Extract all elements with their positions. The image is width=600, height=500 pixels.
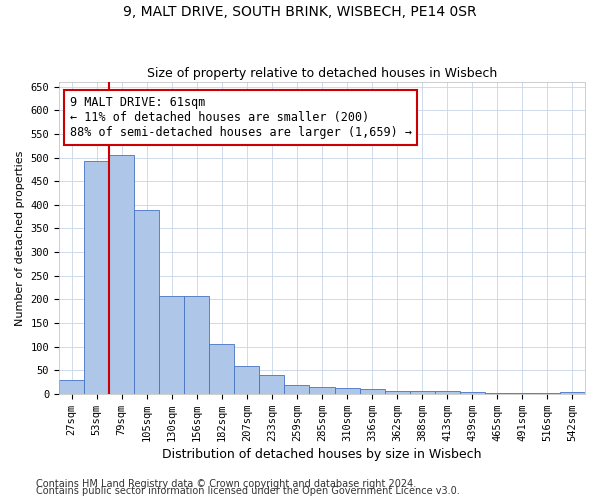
Bar xyxy=(284,386,310,394)
Bar xyxy=(460,392,485,394)
Bar xyxy=(385,392,410,394)
Bar xyxy=(560,392,585,394)
Bar xyxy=(310,387,335,394)
Bar xyxy=(109,156,134,394)
Bar xyxy=(259,375,284,394)
Text: Contains HM Land Registry data © Crown copyright and database right 2024.: Contains HM Land Registry data © Crown c… xyxy=(36,479,416,489)
Bar xyxy=(235,366,259,394)
Bar xyxy=(84,162,109,394)
Text: 9, MALT DRIVE, SOUTH BRINK, WISBECH, PE14 0SR: 9, MALT DRIVE, SOUTH BRINK, WISBECH, PE1… xyxy=(123,5,477,19)
Bar xyxy=(134,210,159,394)
Bar xyxy=(159,296,184,394)
Bar xyxy=(410,392,435,394)
Bar xyxy=(335,388,359,394)
Bar xyxy=(435,392,460,394)
Bar xyxy=(359,388,385,394)
Text: Contains public sector information licensed under the Open Government Licence v3: Contains public sector information licen… xyxy=(36,486,460,496)
Y-axis label: Number of detached properties: Number of detached properties xyxy=(15,150,25,326)
X-axis label: Distribution of detached houses by size in Wisbech: Distribution of detached houses by size … xyxy=(162,448,482,461)
Bar xyxy=(209,344,235,394)
Bar xyxy=(59,380,84,394)
Title: Size of property relative to detached houses in Wisbech: Size of property relative to detached ho… xyxy=(147,66,497,80)
Text: 9 MALT DRIVE: 61sqm
← 11% of detached houses are smaller (200)
88% of semi-detac: 9 MALT DRIVE: 61sqm ← 11% of detached ho… xyxy=(70,96,412,139)
Bar xyxy=(184,296,209,394)
